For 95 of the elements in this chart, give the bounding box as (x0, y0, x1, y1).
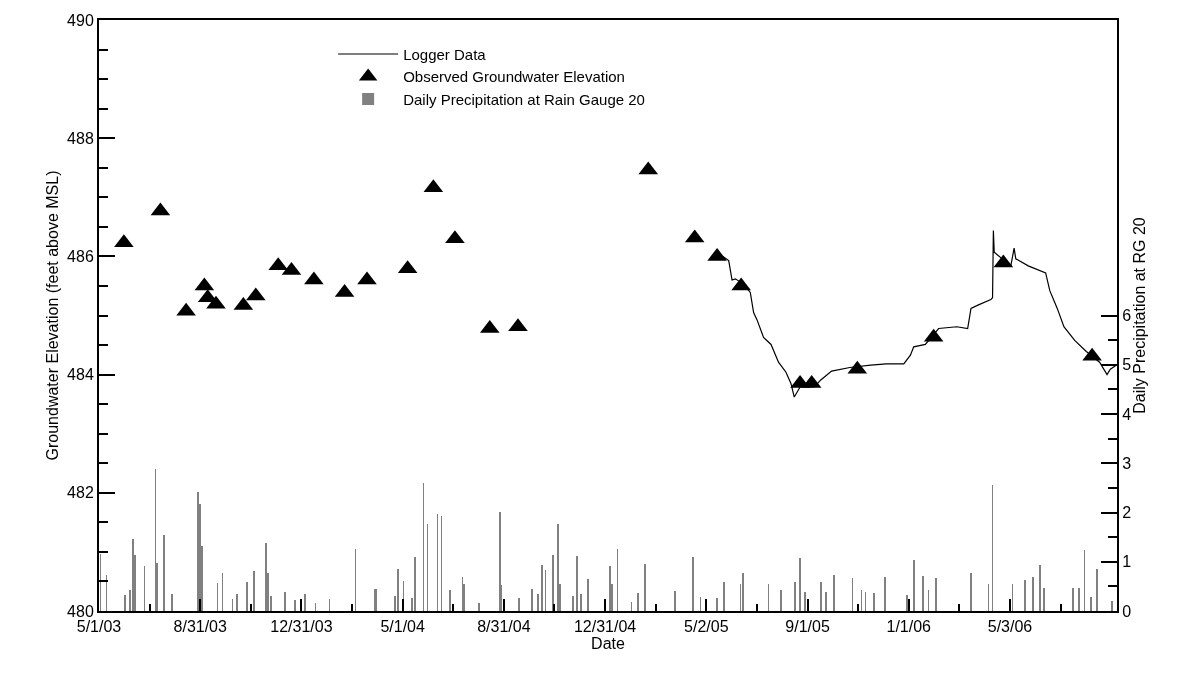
bar (132, 539, 134, 611)
y2-tick-label: 0 (1122, 602, 1132, 620)
point (1082, 347, 1102, 361)
bar (397, 569, 399, 611)
y-tick-label: 480 (67, 602, 94, 620)
bar (609, 566, 611, 611)
bar (833, 575, 835, 611)
bar (414, 557, 416, 611)
legend-label: Daily Precipitation at Rain Gauge 20 (403, 90, 645, 108)
bar (1096, 569, 1098, 611)
bar (922, 576, 924, 611)
bar (572, 596, 574, 611)
point (176, 302, 196, 316)
bar (1111, 601, 1113, 611)
y2-tick-label: 2 (1122, 504, 1132, 522)
y-tick-label: 482 (67, 484, 94, 502)
bar (723, 582, 725, 611)
bar (804, 592, 806, 611)
bar (820, 582, 822, 611)
bar (716, 598, 718, 611)
bar (576, 556, 578, 611)
y-tick-label: 488 (67, 129, 94, 147)
bar (644, 564, 646, 611)
point (304, 271, 324, 285)
x-tick-label: 5/3/06 (987, 618, 1033, 636)
bar (236, 594, 238, 611)
bar (1043, 588, 1045, 611)
bar (780, 590, 782, 611)
bar (253, 571, 255, 611)
bar (531, 589, 533, 611)
x-tick-label: 12/31/04 (573, 618, 637, 636)
bar (557, 524, 559, 611)
y2-tick-label: 6 (1122, 307, 1132, 325)
bar (171, 594, 173, 611)
x-axis-title: Date (591, 635, 625, 653)
bar (1032, 577, 1034, 611)
bar (552, 555, 554, 611)
y-tick-label: 490 (67, 11, 94, 29)
bar (537, 594, 539, 611)
y2-tick-label: 1 (1122, 553, 1132, 571)
bar (825, 592, 827, 611)
bar (478, 603, 480, 611)
bar (265, 543, 267, 611)
bar (1039, 565, 1041, 611)
y2-axis-title: Daily Precipitation at RG 20 (1131, 217, 1149, 414)
bar (970, 573, 972, 611)
y-tick-label: 486 (67, 248, 94, 265)
bar (692, 557, 694, 611)
x-tick-label: 5/2/05 (684, 618, 729, 636)
point (357, 271, 377, 285)
point (114, 234, 134, 248)
bar (742, 573, 744, 611)
point (206, 295, 226, 309)
y-tick-label: 484 (67, 366, 94, 384)
y-axis-title: Groundwater Elevation (feet above MSL) (44, 170, 62, 461)
x-tick-label: 12/31/03 (270, 618, 333, 636)
bar (163, 535, 165, 611)
x-tick-label: 1/1/06 (886, 618, 932, 636)
bar (637, 593, 639, 611)
bar (580, 594, 582, 611)
bar (674, 591, 676, 611)
x-tick-label: 8/31/04 (477, 618, 531, 636)
bar (518, 598, 520, 611)
y2-tick-label: 3 (1122, 454, 1132, 472)
bar (1078, 588, 1080, 611)
bar (499, 512, 501, 611)
point (707, 247, 727, 261)
y2-tick-label: 5 (1122, 356, 1132, 374)
bar (884, 577, 886, 611)
x-tick-label: 9/1/05 (785, 618, 830, 636)
bar (284, 592, 286, 611)
bar (294, 600, 296, 611)
bar (304, 594, 306, 611)
bar (1072, 588, 1074, 611)
bar (541, 565, 543, 611)
x-tick-label: 5/1/03 (76, 618, 122, 636)
bar (935, 578, 937, 611)
bar (1090, 597, 1092, 611)
bar (124, 595, 126, 611)
x-tick-label: 8/31/03 (173, 618, 228, 636)
y2-tick-label: 4 (1122, 405, 1132, 423)
bar (246, 582, 248, 611)
x-tick-label: 5/1/04 (380, 618, 425, 636)
bar (587, 579, 589, 611)
legend-label: Logger Data (403, 45, 487, 63)
legend-label: Observed Groundwater Elevation (403, 68, 625, 86)
point (731, 277, 751, 291)
bar (197, 492, 199, 611)
bar (794, 582, 796, 611)
bar (449, 590, 451, 611)
bar (873, 593, 875, 611)
bar (913, 560, 915, 611)
point (246, 287, 266, 301)
bar (1024, 580, 1026, 611)
bar (799, 558, 801, 611)
